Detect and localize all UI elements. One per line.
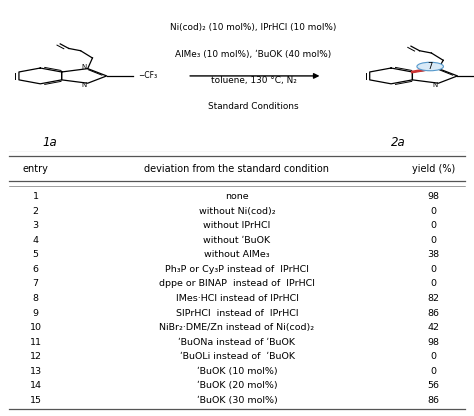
Text: IMes·HCl instead of IPrHCl: IMes·HCl instead of IPrHCl	[175, 294, 299, 303]
Text: 42: 42	[428, 323, 440, 332]
Text: 98: 98	[428, 192, 440, 201]
Text: 86: 86	[428, 309, 440, 317]
Text: dppe or BINAP  instead of  IPrHCl: dppe or BINAP instead of IPrHCl	[159, 280, 315, 288]
Text: Standard Conditions: Standard Conditions	[208, 102, 299, 111]
Text: N: N	[81, 82, 87, 89]
Text: 4: 4	[33, 236, 38, 245]
Text: 0: 0	[431, 236, 437, 245]
Text: 15: 15	[29, 396, 42, 405]
Text: 38: 38	[428, 250, 440, 259]
Text: 0: 0	[431, 265, 437, 274]
Text: ʹBuOLi instead of  ʹBuOK: ʹBuOLi instead of ʹBuOK	[180, 352, 294, 361]
Text: 86: 86	[428, 396, 440, 405]
Text: ʹBuOK (20 mol%): ʹBuOK (20 mol%)	[197, 381, 277, 390]
Text: 14: 14	[29, 381, 42, 390]
Text: N: N	[432, 82, 438, 89]
Text: 11: 11	[29, 338, 42, 347]
Text: 7: 7	[428, 62, 433, 71]
Text: ʹBuOK (10 mol%): ʹBuOK (10 mol%)	[197, 366, 277, 376]
Text: none: none	[225, 192, 249, 201]
Text: 10: 10	[29, 323, 42, 332]
Text: 5: 5	[33, 250, 38, 259]
Text: ʹBuOK (30 mol%): ʹBuOK (30 mol%)	[197, 396, 277, 405]
Text: 98: 98	[428, 338, 440, 347]
Text: NiBr₂·DME/Zn instead of Ni(cod)₂: NiBr₂·DME/Zn instead of Ni(cod)₂	[159, 323, 315, 332]
Text: N: N	[81, 64, 87, 70]
Text: deviation from the standard condition: deviation from the standard condition	[145, 164, 329, 174]
Text: 0: 0	[431, 280, 437, 288]
Text: without Ni(cod)₂: without Ni(cod)₂	[199, 207, 275, 216]
Text: 3: 3	[33, 221, 38, 230]
Text: AlMe₃ (10 mol%), ʹBuOK (40 mol%): AlMe₃ (10 mol%), ʹBuOK (40 mol%)	[175, 50, 332, 59]
Text: 13: 13	[29, 366, 42, 376]
Text: SIPrHCl  instead of  IPrHCl: SIPrHCl instead of IPrHCl	[176, 309, 298, 317]
Text: 2a: 2a	[391, 136, 406, 149]
Text: yield (%): yield (%)	[412, 164, 456, 174]
Text: Ph₃P or Cy₃P instead of  IPrHCl: Ph₃P or Cy₃P instead of IPrHCl	[165, 265, 309, 274]
Text: 8: 8	[33, 294, 38, 303]
Text: without ʹBuOK: without ʹBuOK	[203, 236, 271, 245]
Text: toluene, 130 °C, N₂: toluene, 130 °C, N₂	[210, 76, 297, 85]
Text: 12: 12	[29, 352, 42, 361]
Text: 6: 6	[33, 265, 38, 274]
Text: 56: 56	[428, 381, 440, 390]
Text: 2: 2	[33, 207, 38, 216]
Text: 1: 1	[33, 192, 38, 201]
Text: −CF₃: −CF₃	[138, 72, 157, 80]
Text: ʹBuONa instead of ʹBuOK: ʹBuONa instead of ʹBuOK	[179, 338, 295, 347]
Text: 0: 0	[431, 366, 437, 376]
Text: 82: 82	[428, 294, 440, 303]
Text: 0: 0	[431, 207, 437, 216]
Text: 9: 9	[33, 309, 38, 317]
Text: N: N	[432, 64, 438, 70]
Circle shape	[417, 62, 444, 71]
Text: entry: entry	[23, 164, 48, 174]
Text: Ni(cod)₂ (10 mol%), IPrHCl (10 mol%): Ni(cod)₂ (10 mol%), IPrHCl (10 mol%)	[170, 23, 337, 32]
Text: without AlMe₃: without AlMe₃	[204, 250, 270, 259]
Text: 0: 0	[431, 221, 437, 230]
Text: without IPrHCl: without IPrHCl	[203, 221, 271, 230]
Text: 7: 7	[33, 280, 38, 288]
Text: 0: 0	[431, 352, 437, 361]
Text: 1a: 1a	[42, 136, 57, 149]
